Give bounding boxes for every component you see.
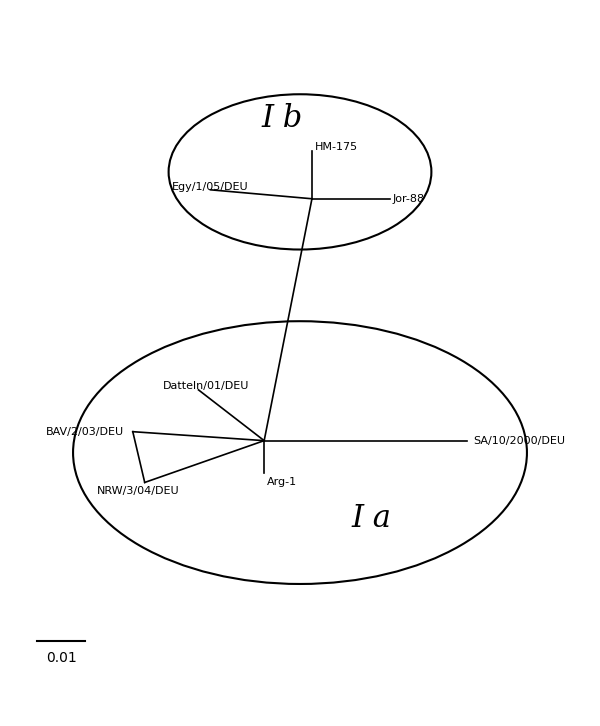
- Text: NRW/3/04/DEU: NRW/3/04/DEU: [97, 486, 179, 496]
- Text: 0.01: 0.01: [46, 651, 76, 666]
- Text: SA/10/2000/DEU: SA/10/2000/DEU: [473, 436, 565, 446]
- Text: Datteln/01/DEU: Datteln/01/DEU: [163, 380, 249, 391]
- Text: I b: I b: [262, 102, 303, 134]
- Text: Arg-1: Arg-1: [267, 478, 297, 487]
- Text: Jor-88: Jor-88: [392, 194, 425, 204]
- Text: HM-175: HM-175: [315, 142, 358, 152]
- Text: BAV/2/03/DEU: BAV/2/03/DEU: [46, 427, 124, 436]
- Text: Egy/1/05/DEU: Egy/1/05/DEU: [172, 182, 248, 192]
- Text: I a: I a: [352, 503, 392, 534]
